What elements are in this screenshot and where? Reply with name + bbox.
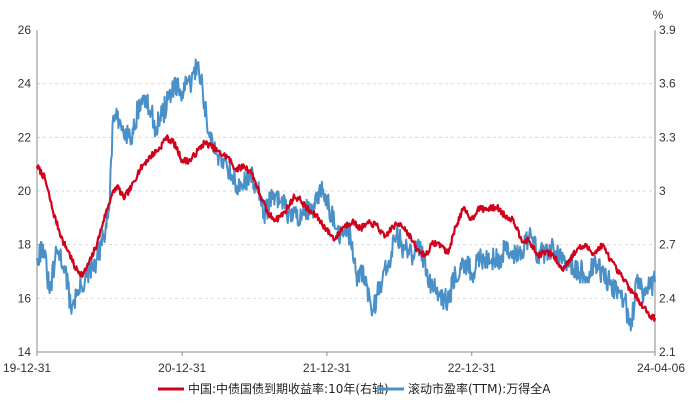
legend-label-pe: 滚动市盈率(TTM):万得全A (408, 381, 551, 396)
series-line-yield (35, 134, 657, 322)
right-axis-unit: % (653, 8, 664, 22)
right-tick-label: 2.7 (659, 238, 676, 252)
left-tick-label: 18 (18, 238, 32, 252)
x-tick-label: 19-12-31 (3, 361, 51, 375)
right-tick-label: 3.6 (659, 77, 676, 91)
right-tick-label: 3 (659, 184, 666, 198)
left-tick-label: 26 (18, 23, 32, 37)
x-tick-label: 24-04-06 (637, 361, 685, 375)
right-tick-label: 2.4 (659, 291, 676, 305)
left-tick-label: 16 (18, 291, 32, 305)
right-tick-label: 3.3 (659, 130, 676, 144)
series-line-pe (36, 58, 656, 332)
legend: 中国:中债国债到期收益率:10年(右轴) 滚动市盈率(TTM):万得全A (158, 381, 551, 396)
left-tick-label: 20 (18, 184, 32, 198)
left-tick-label: 14 (18, 345, 32, 359)
x-tick-label: 20-12-31 (158, 361, 206, 375)
left-axis-tick-labels: 26 24 22 20 18 16 14 (18, 23, 32, 359)
legend-label-yield: 中国:中债国债到期收益率:10年(右轴) (188, 381, 389, 396)
series-lines (35, 58, 657, 332)
right-tick-label: 2.1 (659, 345, 676, 359)
x-tick-label: 21-12-31 (303, 361, 351, 375)
left-tick-label: 22 (18, 130, 32, 144)
right-tick-label: 3.9 (659, 23, 676, 37)
grid-lines (37, 83, 655, 299)
x-axis-tick-labels: 19-12-31 20-12-31 21-12-31 22-12-31 24-04-06 (3, 352, 685, 375)
x-tick-label: 22-12-31 (448, 361, 496, 375)
right-axis-tick-labels: 3.9 3.6 3.3 3 2.7 2.4 2.1 (659, 23, 676, 359)
left-tick-label: 24 (18, 77, 32, 91)
axes (36, 30, 656, 353)
